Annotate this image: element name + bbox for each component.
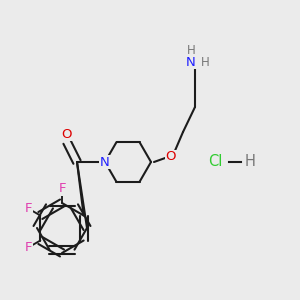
Text: F: F [25, 202, 32, 215]
Text: F: F [58, 182, 66, 196]
Text: O: O [62, 128, 72, 140]
Text: O: O [166, 151, 176, 164]
Text: N: N [186, 56, 196, 68]
Text: N: N [100, 155, 110, 169]
Text: F: F [25, 241, 32, 254]
Text: Cl: Cl [208, 154, 222, 169]
Text: H: H [201, 56, 209, 68]
Text: H: H [244, 154, 255, 169]
Text: H: H [187, 44, 195, 56]
